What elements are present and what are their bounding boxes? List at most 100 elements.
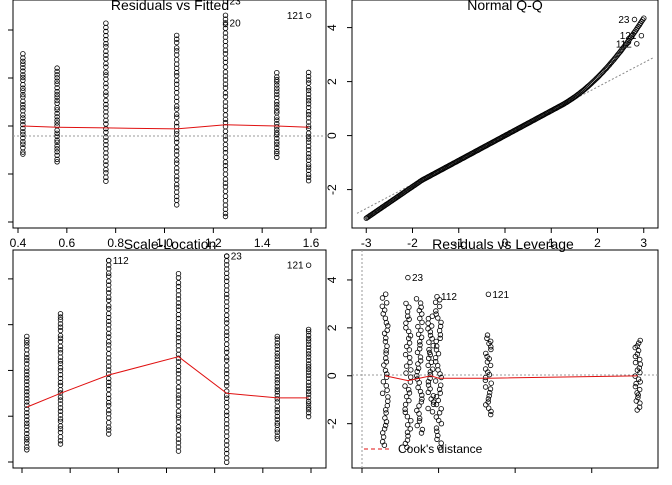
data-point xyxy=(105,334,112,340)
data-point xyxy=(222,64,229,70)
data-point xyxy=(403,363,410,369)
data-point xyxy=(57,338,64,345)
data-point xyxy=(223,253,230,259)
data-point xyxy=(175,271,182,277)
data-point xyxy=(383,410,389,416)
data-point xyxy=(274,141,280,148)
data-point xyxy=(416,418,423,424)
data-point xyxy=(305,332,312,338)
data-point xyxy=(402,409,408,415)
data-point xyxy=(222,99,229,105)
data-point xyxy=(305,139,312,145)
data-point xyxy=(274,82,280,88)
data-point xyxy=(274,85,280,91)
data-point xyxy=(274,433,280,439)
data-point xyxy=(274,154,280,160)
data-point xyxy=(24,430,30,437)
data-point xyxy=(222,93,229,100)
data-point xyxy=(173,181,180,188)
data-point xyxy=(305,143,312,149)
data-point xyxy=(405,422,411,428)
data-point xyxy=(274,353,280,359)
data-point xyxy=(404,429,411,435)
data-point xyxy=(20,141,26,147)
data-point xyxy=(305,410,312,416)
data-point xyxy=(105,431,112,437)
data-point xyxy=(20,88,26,94)
data-point xyxy=(305,133,312,140)
chart-title: Scale-Location xyxy=(124,236,217,252)
panel-residuals-vs-fitted: Residuals vs Fitted 0.4 0.6 0.8 1.0 1.2 1.4 1.… xyxy=(8,0,327,250)
data-point xyxy=(57,343,64,350)
data-point xyxy=(173,152,180,158)
data-point xyxy=(482,384,489,390)
data-point xyxy=(103,52,109,58)
data-point xyxy=(175,384,182,390)
data-point xyxy=(415,384,421,391)
data-point xyxy=(384,300,390,306)
x-tick-label: 2 xyxy=(594,236,601,250)
data-point xyxy=(223,374,230,381)
data-point xyxy=(57,408,64,414)
data-point xyxy=(175,395,182,401)
data-point xyxy=(404,309,411,315)
data-point xyxy=(488,380,494,386)
data-point xyxy=(406,340,413,346)
data-point xyxy=(173,106,180,112)
data-point xyxy=(54,130,60,136)
data-point xyxy=(274,429,280,435)
data-point xyxy=(103,158,109,165)
data-point xyxy=(484,353,490,360)
data-point xyxy=(222,154,229,160)
data-point xyxy=(57,327,64,334)
data-point xyxy=(54,94,60,100)
data-point xyxy=(274,144,280,151)
data-point xyxy=(402,351,409,358)
data-point xyxy=(175,324,182,330)
data-point xyxy=(383,374,390,380)
data-point xyxy=(103,162,109,168)
data-point xyxy=(305,344,312,350)
data-point xyxy=(486,405,492,411)
data-point xyxy=(274,123,280,130)
data-point xyxy=(24,447,30,453)
data-point xyxy=(274,389,280,395)
data-point xyxy=(274,383,280,390)
data-point xyxy=(57,347,64,353)
data-point xyxy=(24,372,30,378)
data-point xyxy=(105,297,112,304)
smoother-line xyxy=(384,375,638,382)
data-point xyxy=(24,354,30,361)
data-point xyxy=(105,282,112,288)
chart-title: Residuals vs Fitted xyxy=(111,0,229,13)
data-point xyxy=(54,159,60,165)
data-point xyxy=(222,188,229,194)
data-point xyxy=(407,354,413,361)
data-point xyxy=(175,315,182,322)
data-point xyxy=(103,32,109,39)
data-point xyxy=(175,339,182,345)
data-point xyxy=(305,87,312,94)
data-point xyxy=(385,394,391,400)
data-point xyxy=(274,69,280,76)
data-point xyxy=(57,314,64,320)
data-point xyxy=(223,409,230,415)
data-point xyxy=(305,385,312,392)
data-point xyxy=(24,357,30,364)
data-point xyxy=(418,334,425,340)
data-point xyxy=(274,403,280,410)
data-point xyxy=(380,379,387,385)
data-point xyxy=(103,138,109,144)
data-point xyxy=(20,145,26,151)
data-point xyxy=(305,361,312,367)
data-point xyxy=(57,311,64,317)
data-point xyxy=(175,415,182,421)
data-point xyxy=(103,129,109,135)
x-tick-label: 1.0 xyxy=(156,236,173,250)
chart-title: Residuals vs Leverage xyxy=(432,236,574,252)
data-point xyxy=(222,59,229,65)
data-point xyxy=(414,407,420,414)
data-point xyxy=(274,117,280,123)
data-point xyxy=(408,374,414,380)
data-point xyxy=(305,119,312,125)
